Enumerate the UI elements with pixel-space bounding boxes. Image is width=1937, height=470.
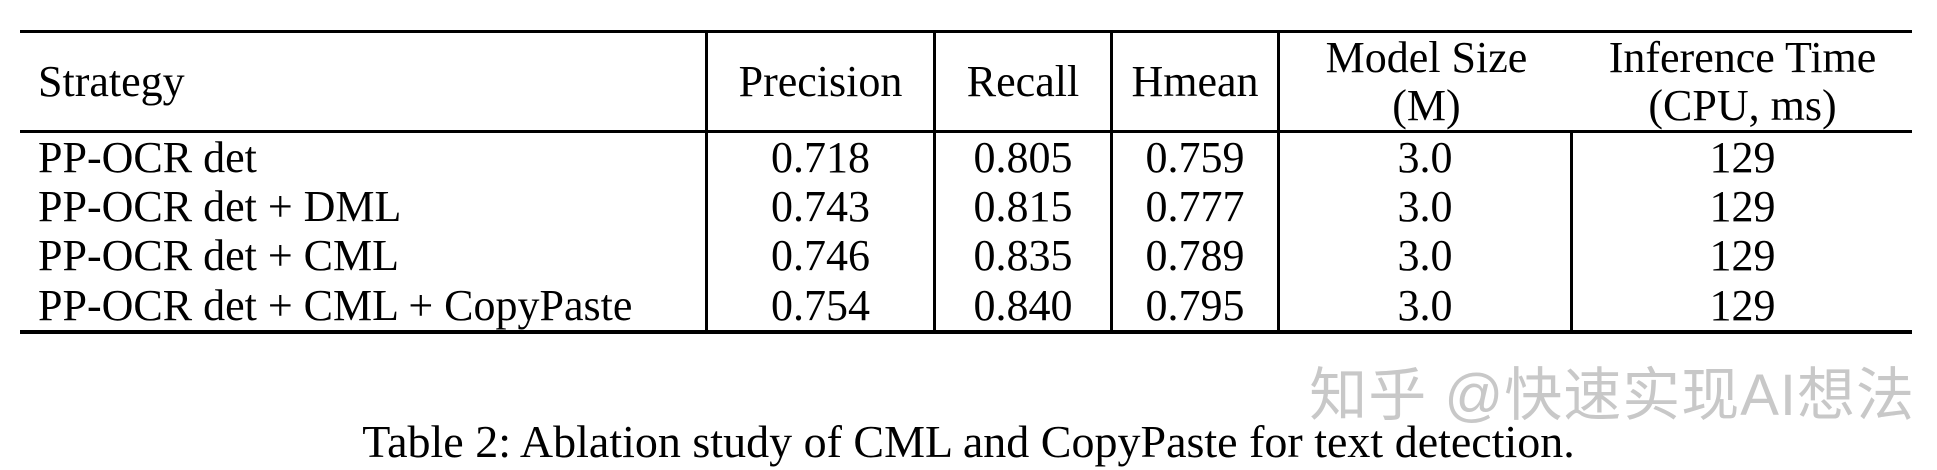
header-label-model-size: Model Size <box>1325 33 1528 82</box>
table-row-0-strategy: PP-OCR det <box>20 133 708 183</box>
header-cell-inference-time: Inference Time (CPU, ms) <box>1573 33 1912 133</box>
table-row-0-hmean: 0.759 <box>1113 133 1280 183</box>
table-row-3-model-size: 3.0 <box>1280 280 1573 330</box>
header-label-strategy: Strategy <box>38 56 185 106</box>
zhihu-watermark: 知乎 @快速实现AI想法 <box>1309 363 1915 428</box>
header-cell-recall: Recall <box>936 33 1113 133</box>
table-row-2-recall: 0.835 <box>936 231 1113 281</box>
header-cell-hmean: Hmean <box>1113 33 1280 133</box>
ablation-table: Strategy Precision Recall Hmean Model Si… <box>20 30 1912 334</box>
header-cell-model-size: Model Size (M) <box>1280 33 1573 133</box>
table-row-1-strategy: PP-OCR det + DML <box>20 182 708 232</box>
table-row-0-model-size: 3.0 <box>1280 133 1573 183</box>
table-row-2-hmean: 0.789 <box>1113 231 1280 281</box>
table-row-3-inference-time: 129 <box>1709 280 1776 330</box>
table-row-3-precision: 0.754 <box>708 280 936 330</box>
table-row-0-recall: 0.805 <box>936 133 1113 183</box>
table-row-1-hmean: 0.777 <box>1113 182 1280 232</box>
header-sublabel-inference-time: (CPU, ms) <box>1648 80 1837 130</box>
table-row-3-recall: 0.840 <box>936 280 1113 330</box>
table-row-3-hmean: 0.795 <box>1113 280 1280 330</box>
header-label-inference-time: Inference Time <box>1608 33 1877 82</box>
table-row-1-recall: 0.815 <box>936 182 1113 232</box>
table-row-1-inference-time: 129 <box>1709 182 1776 232</box>
header-sublabel-model-size: (M) <box>1392 80 1461 130</box>
table-row-0-inference-time: 129 <box>1709 133 1776 182</box>
table-row-2-strategy: PP-OCR det + CML <box>20 231 708 281</box>
table-row-1-precision: 0.743 <box>708 182 936 232</box>
header-label-hmean: Hmean <box>1131 56 1259 106</box>
header-cell-precision: Precision <box>708 33 936 133</box>
table-caption: Table 2: Ablation study of CML and CopyP… <box>362 416 1575 467</box>
table-row-1-model-size: 3.0 <box>1280 182 1573 232</box>
header-label-recall: Recall <box>966 56 1080 106</box>
table-row-2-inference-time: 129 <box>1709 231 1776 281</box>
table-row-2-precision: 0.746 <box>708 231 936 281</box>
header-label-precision: Precision <box>738 56 903 106</box>
table-row-0-precision: 0.718 <box>708 133 936 183</box>
table-row-3-strategy: PP-OCR det + CML + CopyPaste <box>20 280 708 330</box>
table-row-2-model-size: 3.0 <box>1280 231 1573 281</box>
header-cell-strategy: Strategy <box>20 33 708 133</box>
